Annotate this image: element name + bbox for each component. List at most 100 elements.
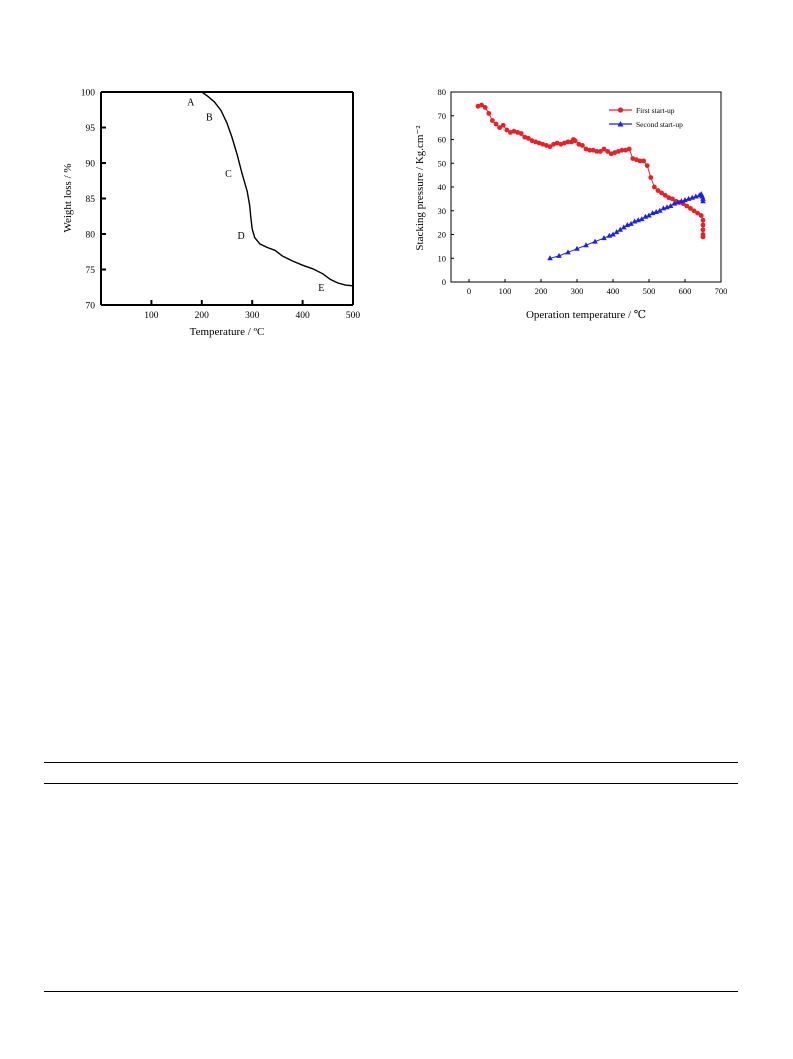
right-xlabel: Operation temperature / ℃ xyxy=(526,309,646,321)
left-ytick-label: 75 xyxy=(86,266,96,276)
left-xlabel: Temperature / ºC xyxy=(190,326,265,338)
left-ytick-label: 70 xyxy=(86,302,96,312)
series-point xyxy=(628,220,634,226)
series-point xyxy=(544,143,549,148)
left-xtick-label: 400 xyxy=(295,311,310,321)
stacking-pressure-chart: 0 10 20 30 40 50 60 70 80 0 100 200 300 400 500 600 700… xyxy=(414,87,728,321)
right-xtick-label: 400 xyxy=(607,286,620,296)
series-point xyxy=(558,141,564,147)
right-series xyxy=(475,102,706,261)
series-point xyxy=(700,217,706,223)
right-ytick-label: 80 xyxy=(438,87,447,97)
series-point xyxy=(533,139,538,145)
series-point xyxy=(598,148,603,154)
series-point xyxy=(576,141,582,147)
series-point xyxy=(486,110,492,116)
left-ytick-label: 80 xyxy=(86,231,96,241)
series-point xyxy=(583,146,589,152)
right-ytick-label: 0 xyxy=(442,277,446,287)
right-ytick-label: 70 xyxy=(438,111,447,121)
series-point xyxy=(630,156,636,161)
table-top-rule xyxy=(44,762,738,763)
series-point xyxy=(612,150,618,155)
left-xticks: 100 200 300 400 500 xyxy=(144,300,360,321)
right-xtick-label: 200 xyxy=(535,286,548,296)
series-point xyxy=(590,147,596,153)
series-point xyxy=(691,208,697,214)
series-point xyxy=(617,226,623,232)
series-point xyxy=(493,121,499,127)
series-point xyxy=(592,238,598,244)
series-point xyxy=(659,190,664,196)
right-xtick-label: 700 xyxy=(715,286,728,296)
series-point xyxy=(526,135,531,141)
series-point xyxy=(562,140,567,146)
series-point xyxy=(500,122,506,128)
right-ytick-label: 40 xyxy=(438,182,447,192)
legend-marker-second xyxy=(617,121,624,127)
legend-marker-first xyxy=(617,107,624,113)
series-point xyxy=(670,196,675,202)
series-point xyxy=(540,141,546,147)
series-point xyxy=(698,213,704,218)
series-point xyxy=(666,195,672,201)
series-point xyxy=(639,216,645,222)
series-point xyxy=(508,129,513,135)
series-point xyxy=(646,212,652,218)
legend-label-second: Second start-up xyxy=(636,120,683,129)
series-point xyxy=(700,227,706,233)
point-label: E xyxy=(318,283,324,294)
point-label: D xyxy=(237,231,244,242)
series-point xyxy=(504,127,510,133)
series-point xyxy=(587,147,592,153)
right-xtick-label: 300 xyxy=(571,286,584,296)
left-ylabel: Weight loss / % xyxy=(62,163,74,232)
right-ytick-label: 60 xyxy=(438,135,447,145)
series-point xyxy=(621,224,627,230)
left-xtick-label: 300 xyxy=(245,311,260,321)
series-point xyxy=(583,242,589,248)
series-point xyxy=(490,118,495,123)
point-label: B xyxy=(206,112,213,123)
series-point xyxy=(648,175,654,180)
series-point xyxy=(652,184,657,190)
series-point xyxy=(574,245,580,251)
series-point xyxy=(536,140,542,146)
series-point xyxy=(518,131,524,136)
series-point xyxy=(667,203,674,208)
right-yticks: 0 10 20 30 40 50 60 70 80 xyxy=(438,87,454,287)
left-xtick-label: 200 xyxy=(195,311,210,321)
left-ytick-label: 90 xyxy=(86,160,96,170)
series-point xyxy=(529,138,535,144)
series-point xyxy=(644,163,650,169)
series-point xyxy=(634,157,639,163)
left-annotations: AB C D E xyxy=(187,97,324,293)
series-point xyxy=(601,146,607,152)
series-point xyxy=(482,105,488,110)
series-point xyxy=(479,102,484,108)
legend: First start-up Second start-up xyxy=(609,106,683,129)
series-point xyxy=(547,255,553,261)
series-point xyxy=(616,148,621,154)
series-point xyxy=(565,139,571,145)
series-point xyxy=(626,146,632,152)
legend-label-first: First start-up xyxy=(636,106,675,115)
series-point xyxy=(554,140,560,146)
series-point xyxy=(619,147,625,153)
series-point xyxy=(641,158,646,164)
right-xtick-label: 600 xyxy=(679,286,692,296)
series-point xyxy=(594,148,600,154)
series-point xyxy=(522,134,528,140)
right-xtick-label: 100 xyxy=(499,286,512,296)
left-xtick-label: 100 xyxy=(144,311,159,321)
series-point xyxy=(551,141,556,147)
right-ylabel: Stacking pressure / Kg.cm⁻² xyxy=(414,125,426,251)
point-label: A xyxy=(187,97,195,108)
series-point xyxy=(556,252,562,258)
right-xtick-label: 500 xyxy=(643,286,656,296)
series-point xyxy=(655,188,661,193)
series-point xyxy=(657,207,663,213)
left-xtick-label: 500 xyxy=(346,311,361,321)
series-point xyxy=(700,222,706,228)
point-label: C xyxy=(225,169,232,180)
